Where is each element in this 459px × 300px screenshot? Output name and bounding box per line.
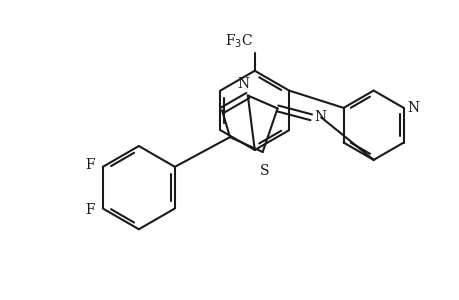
Text: N: N bbox=[237, 76, 249, 91]
Text: F: F bbox=[85, 203, 95, 218]
Text: N: N bbox=[313, 110, 325, 124]
Text: S: S bbox=[259, 164, 269, 178]
Text: N: N bbox=[407, 101, 419, 115]
Text: F: F bbox=[85, 158, 95, 172]
Text: F$_3$C: F$_3$C bbox=[224, 32, 252, 50]
